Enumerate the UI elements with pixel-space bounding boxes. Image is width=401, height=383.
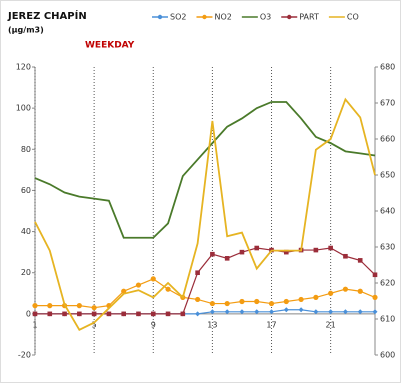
point: [328, 309, 334, 315]
point: [91, 311, 97, 317]
point: [150, 276, 156, 282]
point: [342, 309, 348, 315]
point: [32, 303, 38, 309]
y2-tick-label: 660: [380, 135, 395, 144]
point: [357, 258, 363, 263]
point: [298, 307, 304, 313]
y2-tick-label: 630: [380, 243, 395, 252]
point: [268, 300, 275, 307]
y-tick-label: 0: [26, 309, 31, 318]
point: [77, 311, 82, 317]
point: [283, 298, 289, 305]
legend-label: NO2: [214, 13, 231, 22]
point: [269, 309, 275, 315]
annotation: WEEKDAY: [85, 41, 135, 51]
point: [313, 294, 319, 300]
y2-tick-label: 610: [380, 315, 395, 324]
legend-marker: [202, 14, 207, 20]
point: [254, 298, 260, 305]
y-tick-label: -20: [18, 351, 31, 360]
legend-marker: [157, 14, 163, 20]
point: [165, 286, 171, 292]
y-tick-label: 80: [21, 145, 31, 154]
point: [342, 286, 349, 292]
point: [47, 311, 53, 317]
x-tick-label: 1: [32, 320, 37, 329]
y2-tick-label: 670: [380, 99, 395, 108]
point: [357, 288, 363, 294]
y2-tick-label: 600: [380, 351, 395, 360]
y-tick-label: 60: [21, 186, 31, 195]
point: [209, 309, 215, 315]
point: [195, 311, 201, 317]
point: [32, 311, 38, 317]
legend-label: SO2: [170, 13, 186, 22]
point: [372, 272, 378, 278]
x-tick-label: 9: [151, 320, 156, 329]
point: [284, 249, 289, 255]
legend: SO2 NO2 O3 PART CO: [152, 13, 359, 22]
x-tick-label: 17: [266, 320, 276, 329]
y2-tick-label: 620: [380, 279, 395, 288]
point: [357, 309, 363, 315]
series-line: [35, 247, 376, 315]
y-tick-label: 100: [16, 104, 31, 113]
point: [91, 305, 97, 311]
point: [328, 290, 334, 296]
point: [209, 300, 215, 307]
legend-label: O3: [260, 13, 271, 22]
y-tick-label: 120: [16, 63, 31, 72]
point: [224, 300, 230, 307]
y2-tick-label: 640: [380, 207, 395, 216]
point: [47, 303, 53, 309]
point: [121, 311, 126, 317]
legend-label: PART: [299, 13, 319, 22]
legend-marker: [287, 14, 292, 20]
point: [343, 253, 348, 259]
chart-title: JEREZ CHAPÍN: [7, 9, 87, 22]
point: [239, 309, 245, 315]
series-line: [34, 97, 376, 331]
point: [180, 311, 186, 317]
point: [283, 307, 289, 313]
y-tick-label: 20: [21, 268, 31, 277]
y2-tick-label: 650: [380, 171, 395, 180]
point: [239, 249, 245, 255]
point: [121, 288, 127, 294]
y-tick-label: 40: [21, 227, 31, 236]
point: [328, 245, 333, 251]
point: [372, 294, 378, 300]
point: [254, 309, 260, 315]
x-tick-label: 5: [92, 320, 97, 329]
point: [76, 303, 82, 309]
series-line: [34, 101, 376, 239]
point: [239, 298, 245, 305]
x-tick-label: 13: [207, 320, 217, 329]
point: [135, 282, 142, 288]
point: [150, 311, 156, 317]
point: [136, 311, 141, 317]
chart-subtitle: (µg/m3): [8, 26, 44, 35]
y2-tick-label: 680: [380, 63, 395, 72]
point: [313, 247, 319, 253]
point: [62, 311, 67, 317]
point: [254, 245, 260, 251]
point: [372, 309, 378, 315]
legend-label: CO: [347, 13, 359, 22]
point: [224, 256, 230, 261]
point: [224, 309, 230, 315]
point: [195, 270, 200, 276]
point: [106, 311, 112, 317]
x-tick-label: 21: [326, 320, 336, 329]
point: [210, 251, 215, 257]
point: [298, 296, 304, 303]
point: [165, 311, 171, 317]
point: [313, 309, 319, 315]
point: [195, 296, 201, 303]
